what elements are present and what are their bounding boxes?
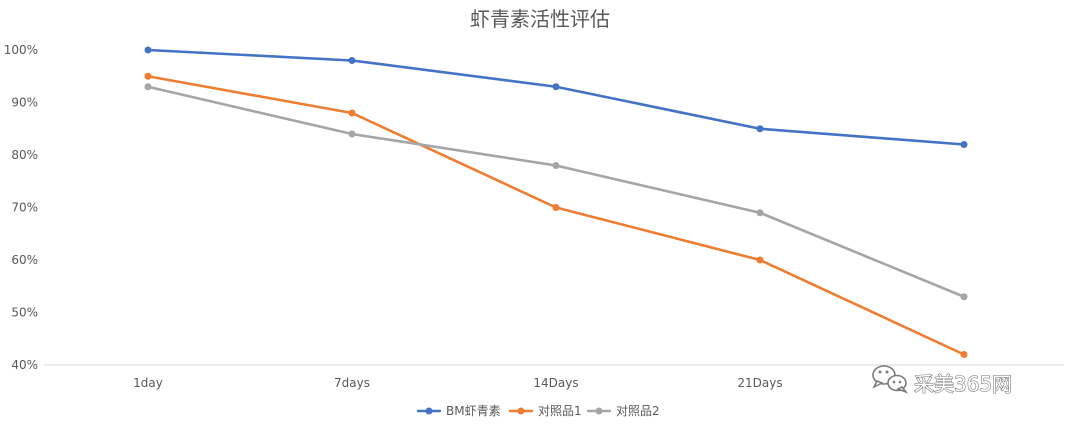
data-point	[960, 141, 968, 148]
y-tick-label: 70%	[11, 201, 38, 215]
y-tick-label: 100%	[4, 43, 38, 57]
series-line-3	[146, 85, 966, 299]
data-point	[960, 351, 968, 358]
data-point	[756, 209, 764, 217]
series-line-2	[146, 74, 966, 356]
y-tick-label: 60%	[11, 253, 38, 267]
chart-title: 虾青素活性评估	[470, 7, 610, 31]
watermark: 采美365网	[872, 365, 1013, 397]
x-tick-label: 14Days	[533, 376, 578, 390]
legend-item-1: BM虾青素	[416, 404, 501, 418]
data-point	[756, 125, 764, 133]
legend-marker	[425, 407, 433, 415]
legend-marker	[595, 407, 603, 415]
data-point	[348, 130, 356, 138]
legend-label: BM虾青素	[446, 404, 501, 418]
wechat-icon	[872, 365, 909, 394]
legend-item-2: 对照品1	[508, 404, 582, 418]
data-point	[348, 109, 356, 117]
x-tick-label: 7days	[334, 376, 370, 390]
legend-marker	[517, 407, 525, 415]
legend-item-3: 对照品2	[586, 404, 660, 418]
legend-label: 对照品1	[538, 404, 582, 418]
data-point	[552, 204, 560, 211]
data-point	[348, 57, 356, 64]
x-tick-label: 1day	[133, 376, 163, 390]
legend-label: 对照品2	[616, 404, 660, 418]
data-point	[144, 72, 152, 80]
y-tick-label: 50%	[11, 306, 38, 320]
data-point	[756, 256, 764, 264]
data-point	[960, 293, 968, 301]
data-point	[144, 83, 152, 91]
y-tick-label: 90%	[11, 96, 38, 110]
data-point	[144, 46, 152, 54]
data-point	[552, 162, 560, 169]
y-tick-label: 40%	[11, 358, 38, 372]
y-tick-label: 80%	[11, 148, 38, 162]
plot-area: 40% 50% 60% 70% 80% 90% 100% 1day 7days 14Days 21D…	[4, 43, 1064, 390]
legend: BM虾青素 对照品1 对照品2	[416, 404, 660, 418]
watermark-text: 采美365网	[914, 372, 1012, 396]
x-tick-label: 21Days	[737, 376, 782, 390]
data-point	[552, 83, 560, 91]
